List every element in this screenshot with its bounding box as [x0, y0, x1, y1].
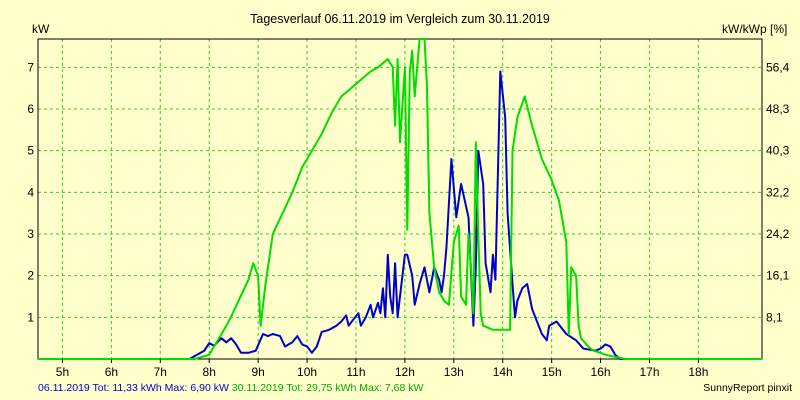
plot-frame: [37, 38, 763, 360]
y-tick-label-right: 8,1: [766, 310, 783, 324]
y-tick-label-right: 56,4: [766, 60, 790, 74]
x-tick-label: 6h: [105, 365, 118, 379]
footer-series-2-summary: 30.11.2019 Tot: 29,75 kWh Max: 7,68 kW: [231, 382, 424, 394]
y-tick-label-right: 16,1: [766, 269, 790, 283]
series-lines: [38, 38, 762, 360]
x-tick-label: 17h: [639, 365, 659, 379]
x-tick-label: 10h: [297, 365, 317, 379]
x-tick-label: 12h: [395, 365, 415, 379]
chart-title: Tagesverlauf 06.11.2019 im Vergleich zum…: [250, 12, 550, 26]
y-axis-right-ticks: 8,1 16,1 24,2 32,2 40,3 48,3 56,4: [766, 60, 790, 324]
footer-brand: SunnyReport pinxit: [703, 382, 792, 394]
y-tick-label-left: 6: [27, 102, 34, 116]
y-tick-label-right: 32,2: [766, 185, 790, 199]
y-tick-label-right: 40,3: [766, 144, 790, 158]
y-tick-label-left: 4: [27, 185, 34, 199]
x-tick-label: 8h: [203, 365, 216, 379]
x-tick-label: 7h: [154, 365, 167, 379]
y-axis-left-unit: kW: [32, 22, 50, 36]
y-tick-label-right: 48,3: [766, 102, 790, 116]
y-axis-right-unit: kW/kWp [%]: [722, 22, 787, 36]
plot-border: [37, 38, 763, 360]
series-line-06.11.2019: [38, 70, 762, 360]
x-tick-label: 11h: [346, 365, 365, 379]
x-tick-label: 9h: [251, 365, 264, 379]
x-tick-label: 16h: [591, 365, 611, 379]
footer-summary: 06.11.2019 Tot: 11,33 kWh Max: 6,90 kW 3…: [38, 382, 423, 394]
x-tick-label: 18h: [688, 365, 708, 379]
y-tick-label-left: 3: [27, 227, 34, 241]
y-tick-label-right: 24,2: [766, 227, 790, 241]
x-tick-label: 14h: [493, 365, 513, 379]
x-tick-label: 15h: [542, 365, 562, 379]
y-tick-label-left: 1: [27, 310, 34, 324]
y-tick-label-left: 7: [27, 60, 34, 74]
footer-series-1-summary: 06.11.2019 Tot: 11,33 kWh Max: 6,90 kW: [38, 382, 229, 394]
grid-lines: [38, 39, 762, 359]
x-tick-label: 5h: [56, 365, 69, 379]
y-tick-label-left: 5: [27, 144, 34, 158]
x-axis-ticks: 5h 6h 7h 8h 9h 10h 11h 12h 13h 14h 15h 16h 17h 18h: [56, 359, 708, 379]
x-tick-label: 13h: [444, 365, 464, 379]
y-axis-left-ticks: 1 2 3 4 5 6 7: [27, 60, 34, 324]
series-line-30.11.2019: [38, 38, 762, 360]
y-tick-label-left: 2: [27, 269, 34, 283]
